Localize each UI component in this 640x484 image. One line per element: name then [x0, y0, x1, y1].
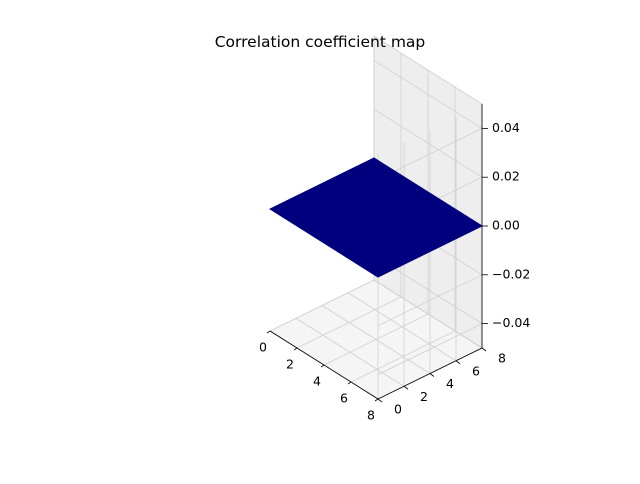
- z-tick-label: −0.04: [492, 315, 530, 330]
- y-tick-label: 8: [498, 351, 506, 366]
- tick-labels: 0 2 4 6 8 0 2 4 6 8 −0.04 −0.02 0.00 0.02 0.04: [259, 120, 530, 423]
- y-tick: [429, 373, 435, 377]
- axes: [266, 104, 488, 403]
- y-tick: [455, 360, 461, 365]
- x-tick: [374, 398, 379, 402]
- z-tick-label: 0.04: [492, 120, 520, 135]
- gridline-back-z: [373, 60, 483, 129]
- y-tick-label: 4: [446, 376, 454, 391]
- y-tick-label: 2: [420, 389, 428, 404]
- gridline-floor-y: [347, 292, 457, 362]
- chart-title: Correlation coefficient map: [214, 33, 426, 51]
- x-tick-label: 8: [367, 408, 375, 423]
- z-tick-label: −0.02: [492, 266, 530, 281]
- x-tick-label: 6: [340, 391, 348, 406]
- z-tick-label: 0.02: [492, 169, 520, 184]
- gridline-floor-y: [321, 305, 431, 374]
- x-tick: [293, 347, 298, 351]
- y-tick-label: 6: [472, 363, 480, 378]
- gridline-floor-y: [295, 317, 405, 387]
- y-tick-label: 0: [394, 402, 402, 417]
- x-tick: [266, 330, 271, 334]
- x-tick-label: 0: [259, 340, 267, 355]
- x-tick-label: 4: [313, 374, 321, 389]
- gridline-back-z: [373, 108, 483, 178]
- gridline-floor-y: [373, 279, 483, 349]
- y-tick: [377, 398, 383, 403]
- x-tick: [347, 381, 352, 385]
- gridline-right-z: [377, 274, 483, 327]
- z-tick-label: 0.00: [492, 218, 520, 233]
- y-tick: [403, 385, 409, 390]
- x-tick-label: 2: [286, 357, 294, 372]
- gridline-right-z: [377, 323, 483, 375]
- y-tick: [481, 347, 487, 352]
- x-tick: [320, 364, 325, 368]
